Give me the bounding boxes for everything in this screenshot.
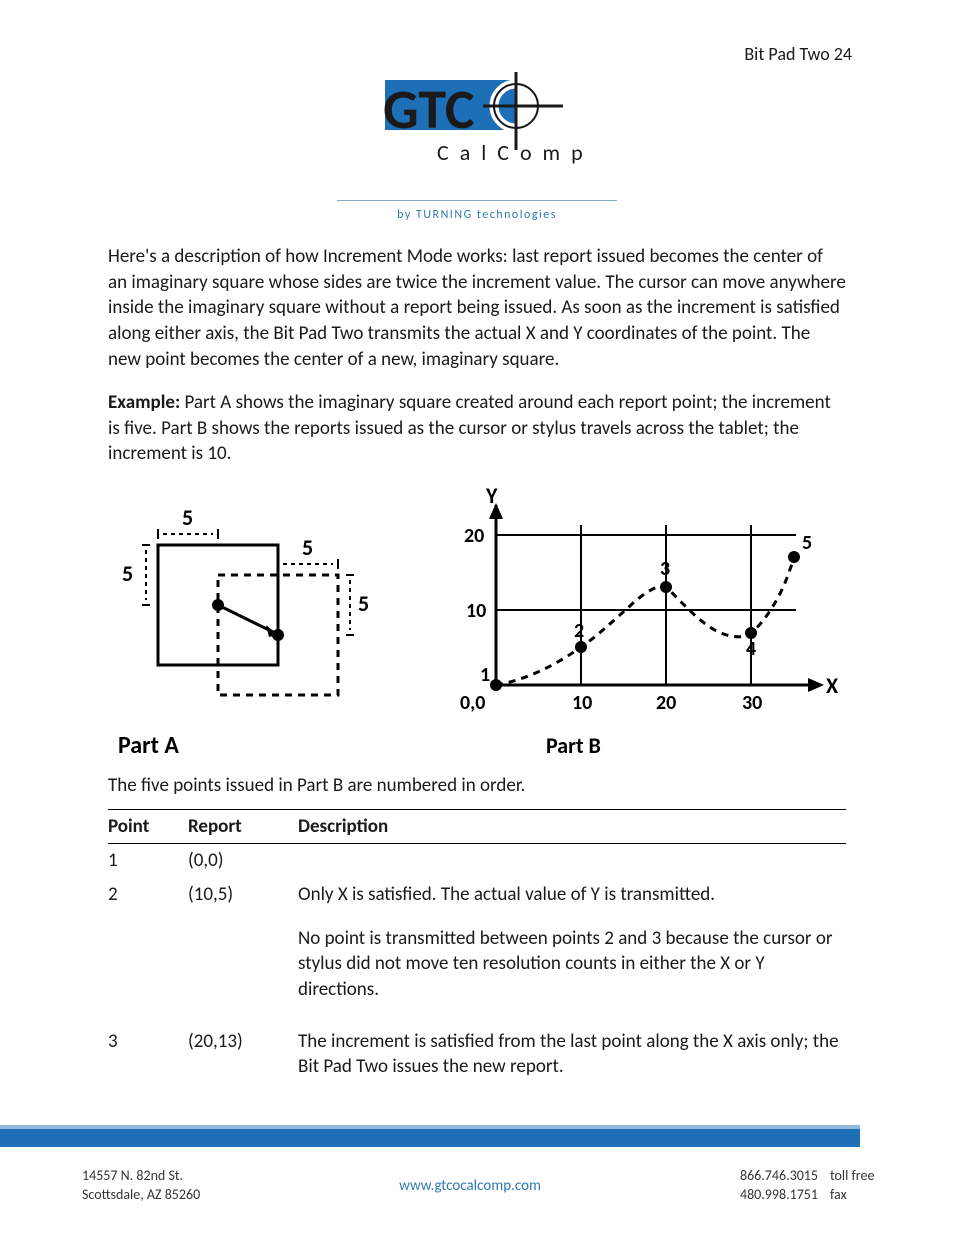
part-b-title: Part B [546, 732, 601, 759]
footer-address: 14557 N. 82nd St. Scottsdale, AZ 85260 [82, 1167, 200, 1205]
svg-text:5: 5 [122, 560, 133, 587]
cell-report: (0,0) [188, 844, 298, 878]
cell-point: 2 [108, 878, 188, 1025]
th-point: Point [108, 809, 188, 844]
svg-text:3: 3 [660, 557, 670, 581]
page-number-label: Bit Pad Two 24 [744, 42, 852, 66]
cell-desc: The increment is satisfied from the last… [298, 1025, 846, 1102]
cell-desc: Only X is satisfied. The actual value of… [298, 878, 846, 1025]
svg-text:4: 4 [746, 637, 756, 661]
paragraph-example: Example: Part A shows the imaginary squa… [108, 390, 846, 467]
svg-text:5: 5 [182, 504, 193, 531]
footer-address-1: 14557 N. 82nd St. [82, 1167, 200, 1186]
svg-text:0,0: 0,0 [460, 691, 485, 715]
footer-phone-1-label: toll free [830, 1167, 890, 1186]
svg-text:X: X [826, 672, 839, 699]
table-row: 3(20,13)The increment is satisfied from … [108, 1025, 846, 1102]
table-row: 1(0,0) [108, 844, 846, 878]
svg-text:1: 1 [480, 663, 490, 687]
brand-logo: GTC C a l C o m p by TURNING technologie… [0, 72, 954, 223]
footer-phone-1: 866.746.3015 [740, 1167, 818, 1184]
svg-text:10: 10 [466, 599, 486, 623]
gtco-logo-svg: GTC C a l C o m p [327, 72, 627, 182]
cell-point: 1 [108, 844, 188, 878]
table-row: 2(10,5)Only X is satisfied. The actual v… [108, 878, 846, 1025]
svg-text:2: 2 [574, 619, 584, 643]
logo-tagline: by TURNING technologies [0, 207, 954, 223]
points-table: Point Report Description 1(0,0)2(10,5)On… [108, 809, 846, 1102]
svg-text:5: 5 [358, 590, 369, 617]
footer-accent-bar [0, 1129, 860, 1147]
th-report: Report [188, 809, 298, 844]
svg-text:20: 20 [464, 524, 484, 548]
svg-text:10: 10 [572, 691, 592, 715]
paragraph-intro: Here's a description of how Increment Mo… [108, 244, 846, 372]
page-footer: 14557 N. 82nd St. Scottsdale, AZ 85260 w… [82, 1167, 890, 1205]
svg-text:Y: Y [485, 485, 498, 509]
cell-report: (10,5) [188, 878, 298, 1025]
cell-point: 3 [108, 1025, 188, 1102]
footer-url[interactable]: www.gtcocalcomp.com [399, 1176, 541, 1196]
cell-report: (20,13) [188, 1025, 298, 1102]
th-desc: Description [298, 809, 846, 844]
paragraph-points-intro: The five points issued in Part B are num… [108, 773, 846, 799]
footer-address-2: Scottsdale, AZ 85260 [82, 1186, 200, 1205]
example-text: Part A shows the imaginary square create… [108, 391, 831, 465]
footer-phones: 866.746.3015 toll free 480.998.1751 fax [740, 1167, 890, 1205]
diagram-part-a: 5 5 5 5 Part A [108, 485, 408, 765]
diagram-part-b: Y X 0,0 10 20 10 20 30 1 2 3 4 5 [426, 485, 846, 765]
footer-phone-2-label: fax [830, 1186, 890, 1205]
svg-text:5: 5 [302, 534, 313, 561]
svg-text:20: 20 [656, 691, 676, 715]
part-a-title: Part A [118, 731, 179, 760]
svg-text:C a l C o m p: C a l C o m p [437, 139, 586, 166]
svg-text:30: 30 [742, 691, 762, 715]
footer-phone-2: 480.998.1751 [740, 1186, 818, 1203]
cell-desc [298, 844, 846, 878]
svg-text:GTC: GTC [383, 76, 475, 144]
logo-divider [337, 200, 617, 201]
svg-text:5: 5 [802, 531, 812, 555]
example-label: Example: [108, 391, 180, 414]
